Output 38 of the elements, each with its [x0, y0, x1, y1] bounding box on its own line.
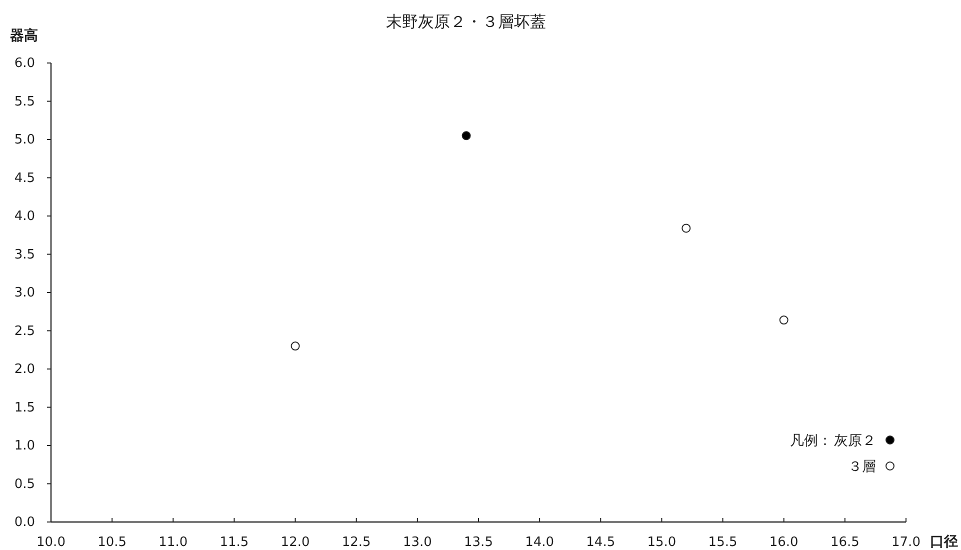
x-tick-label: 10.0 [36, 535, 66, 550]
legend-title: 凡例： [790, 433, 832, 449]
y-tick-label: 0.5 [14, 476, 35, 492]
x-tick-label: 13.0 [402, 535, 432, 550]
y-tick-label: 3.0 [14, 286, 35, 300]
x-tick-label: 10.5 [98, 535, 127, 550]
y-tick-label: 1.5 [14, 400, 35, 416]
x-tick-label: 17.0 [892, 535, 920, 550]
y-tick-label: 4.5 [14, 170, 35, 186]
x-tick-label: 15.5 [708, 535, 738, 550]
y-tick-label: 5.5 [14, 94, 35, 110]
y-axis-title: 器高 [10, 27, 38, 44]
x-tick-label: 15.0 [647, 535, 676, 550]
y-tick-label: 4.0 [14, 209, 35, 224]
x-tick-label: 14.5 [586, 535, 616, 550]
legend-label: 灰原２ [834, 433, 876, 449]
x-tick-label: 11.5 [220, 535, 249, 550]
chart-title: 末野灰原２・３層坏蓋 [386, 12, 546, 31]
point [462, 131, 471, 140]
x-tick-label: 11.0 [158, 535, 188, 550]
x-tick-label: 12.0 [280, 535, 310, 550]
y-tick-label: 5.0 [14, 132, 35, 148]
x-tick-label: 14.0 [525, 535, 554, 550]
y-tick-label: 2.5 [14, 324, 35, 339]
y-tick-label: 2.0 [14, 362, 35, 377]
x-tick-label: 16.0 [769, 535, 798, 550]
point [290, 342, 300, 351]
y-tick-label: 3.5 [14, 247, 35, 262]
y-tick-label: 1.0 [14, 438, 35, 454]
x-tick-label: 16.5 [830, 535, 860, 550]
x-axis-title: 口径 [930, 534, 958, 550]
y-tick-label: 0.0 [14, 515, 35, 530]
y-tick-label: 6.0 [14, 56, 35, 71]
x-tick-label: 12.5 [342, 535, 371, 550]
x-tick-label: 13.5 [464, 535, 493, 550]
point [682, 224, 691, 233]
legend-label: ３層 [848, 459, 876, 475]
point [779, 316, 788, 325]
